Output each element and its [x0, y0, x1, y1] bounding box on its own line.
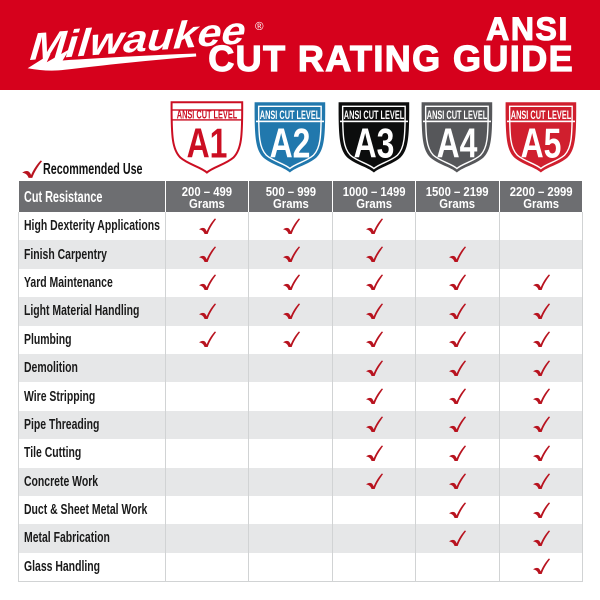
svg-text:A2: A2	[270, 119, 311, 166]
svg-text:A5: A5	[521, 119, 562, 166]
svg-text:ANSI CUT LEVEL: ANSI CUT LEVEL	[344, 109, 405, 122]
svg-text:ANSI CUT LEVEL: ANSI CUT LEVEL	[427, 109, 488, 122]
svg-text:ANSI CUT LEVEL: ANSI CUT LEVEL	[511, 109, 572, 122]
svg-text:ANSI CUT LEVEL: ANSI CUT LEVEL	[260, 109, 321, 122]
svg-text:®: ®	[255, 21, 265, 34]
svg-text:A4: A4	[437, 119, 478, 166]
svg-text:A1: A1	[187, 119, 228, 166]
svg-text:ANSI CUT LEVEL: ANSI CUT LEVEL	[177, 109, 238, 122]
svg-text:A3: A3	[354, 119, 395, 166]
